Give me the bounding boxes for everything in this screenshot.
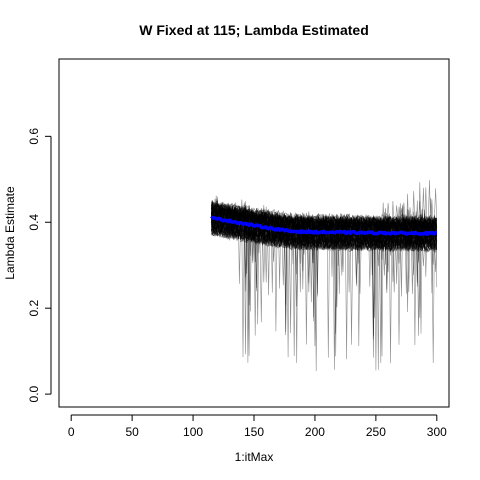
- y-tick-label: 0.6: [27, 128, 41, 145]
- trace-line: [211, 201, 438, 229]
- x-tick-label: 0: [68, 425, 75, 439]
- trace-line: [211, 180, 438, 294]
- trace-line: [211, 201, 437, 358]
- trace-line: [211, 220, 438, 253]
- trace-line: [211, 219, 437, 345]
- trace-line: [211, 212, 438, 345]
- trace-line: [211, 202, 437, 364]
- trace-line: [211, 199, 438, 288]
- trace-line: [211, 221, 438, 248]
- x-tick-label: 200: [305, 425, 325, 439]
- trace-line: [211, 205, 438, 340]
- x-tick-label: 50: [125, 425, 139, 439]
- trace-line: [211, 206, 437, 336]
- trace-line: [211, 202, 437, 364]
- trace-line: [211, 197, 437, 336]
- trace-line: [211, 203, 438, 332]
- trace-line: [211, 217, 438, 245]
- x-tick-label: 100: [183, 425, 203, 439]
- trace-line: [211, 215, 437, 253]
- trace-line: [211, 196, 438, 294]
- x-tick-label: 150: [244, 425, 264, 439]
- trace-line: [211, 208, 438, 244]
- y-tick-label: 0.2: [27, 300, 41, 317]
- trace-line: [211, 203, 438, 294]
- trace-line: [211, 218, 438, 247]
- trace-line: [211, 201, 438, 293]
- trace-line: [211, 204, 438, 292]
- trace-line: [211, 203, 438, 293]
- x-axis: 0 50 100 150 200 250 300: [68, 414, 447, 439]
- trace-line: [211, 225, 438, 252]
- trace-line: [211, 215, 437, 276]
- trace-line: [211, 202, 438, 336]
- trace-line: [211, 203, 437, 363]
- trace-line: [211, 213, 438, 251]
- y-tick-label: 0.0: [27, 385, 41, 402]
- plot-box: [58, 58, 450, 408]
- trace-line: [211, 202, 438, 230]
- x-tick-label: 300: [427, 425, 447, 439]
- trace-line: [211, 188, 438, 355]
- trace-line: [211, 207, 438, 287]
- plot-area: [210, 180, 438, 372]
- trace-line: [211, 204, 438, 358]
- trace-line: [211, 205, 437, 232]
- trace-line: [211, 207, 438, 334]
- trace-line: [211, 199, 438, 253]
- trace-line: [211, 202, 438, 372]
- x-tick-label: 250: [366, 425, 386, 439]
- trace-line: [211, 203, 438, 284]
- trace-line: [211, 207, 438, 236]
- trace-line: [211, 220, 437, 252]
- y-axis-label: Lambda Estimate: [3, 186, 17, 280]
- trace-line: [211, 206, 438, 249]
- trace-line: [211, 187, 438, 325]
- trace-line: [211, 216, 438, 307]
- trace-line: [211, 204, 438, 233]
- trace-line: [211, 221, 438, 274]
- chart-title: W Fixed at 115; Lambda Estimated: [139, 22, 369, 38]
- y-tick-label: 0.4: [27, 214, 41, 231]
- trace-line: [211, 200, 438, 232]
- trace-line: [211, 223, 438, 252]
- trace-line: [211, 218, 438, 370]
- trace-line: [211, 204, 438, 371]
- trace-line: [211, 200, 438, 313]
- trace-line: [211, 203, 438, 233]
- mean-line: [210, 215, 438, 236]
- y-axis: 0.0 0.2 0.4 0.6: [27, 128, 52, 402]
- trace-line: [211, 213, 438, 248]
- trace-line: [211, 224, 438, 251]
- trace-line: [211, 199, 438, 363]
- trace-line: [211, 207, 438, 322]
- trace-line: [211, 211, 438, 294]
- trace-line: [211, 202, 437, 230]
- trace-line: [211, 202, 438, 252]
- trace-line: [211, 204, 438, 323]
- trace-line: [211, 223, 438, 358]
- trace-lines: [211, 180, 438, 372]
- trace-line: [211, 204, 438, 260]
- trace-line: [211, 206, 437, 360]
- trace-line: [211, 215, 438, 243]
- trace-line: [211, 209, 438, 250]
- trace-line: [211, 182, 438, 308]
- trace-line: [211, 203, 438, 251]
- trace-line: [211, 191, 437, 303]
- trace-line: [211, 202, 438, 346]
- x-axis-label: 1:itMax: [235, 450, 274, 464]
- trace-line: [211, 207, 438, 357]
- trace-line: [211, 223, 438, 251]
- trace-line: [211, 198, 438, 253]
